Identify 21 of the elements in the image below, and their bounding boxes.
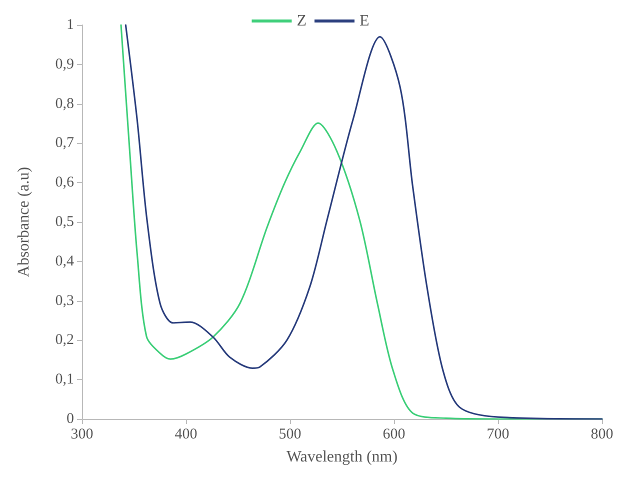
y-tick-label: 0,2 xyxy=(55,332,74,348)
legend-label: Z xyxy=(296,12,307,30)
x-tick-label: 600 xyxy=(382,426,406,442)
y-tick-label: 0,3 xyxy=(55,292,74,309)
y-tick-label: 1 xyxy=(66,17,74,33)
legend-label: E xyxy=(360,12,370,30)
y-tick-label: 0,9 xyxy=(55,56,74,72)
x-tick-label: 400 xyxy=(174,426,198,442)
x-tick-label: 300 xyxy=(70,426,94,442)
y-axis-title: Absorbance (a.u) xyxy=(16,166,32,278)
y-tick-label: 0,6 xyxy=(55,174,74,191)
y-tick-label: 0,1 xyxy=(55,372,74,388)
y-tick-label: 0,5 xyxy=(55,214,74,230)
x-tick-label: 500 xyxy=(278,426,302,442)
y-tick-label: 0,4 xyxy=(55,253,74,270)
y-tick-label: 0,8 xyxy=(55,96,74,112)
x-tick-label: 700 xyxy=(486,426,510,442)
x-axis-title: Wavelength (nm) xyxy=(286,448,398,466)
y-tick-label: 0,7 xyxy=(55,135,74,152)
x-tick-label: 800 xyxy=(590,426,614,442)
y-tick-label: 0 xyxy=(66,411,74,427)
